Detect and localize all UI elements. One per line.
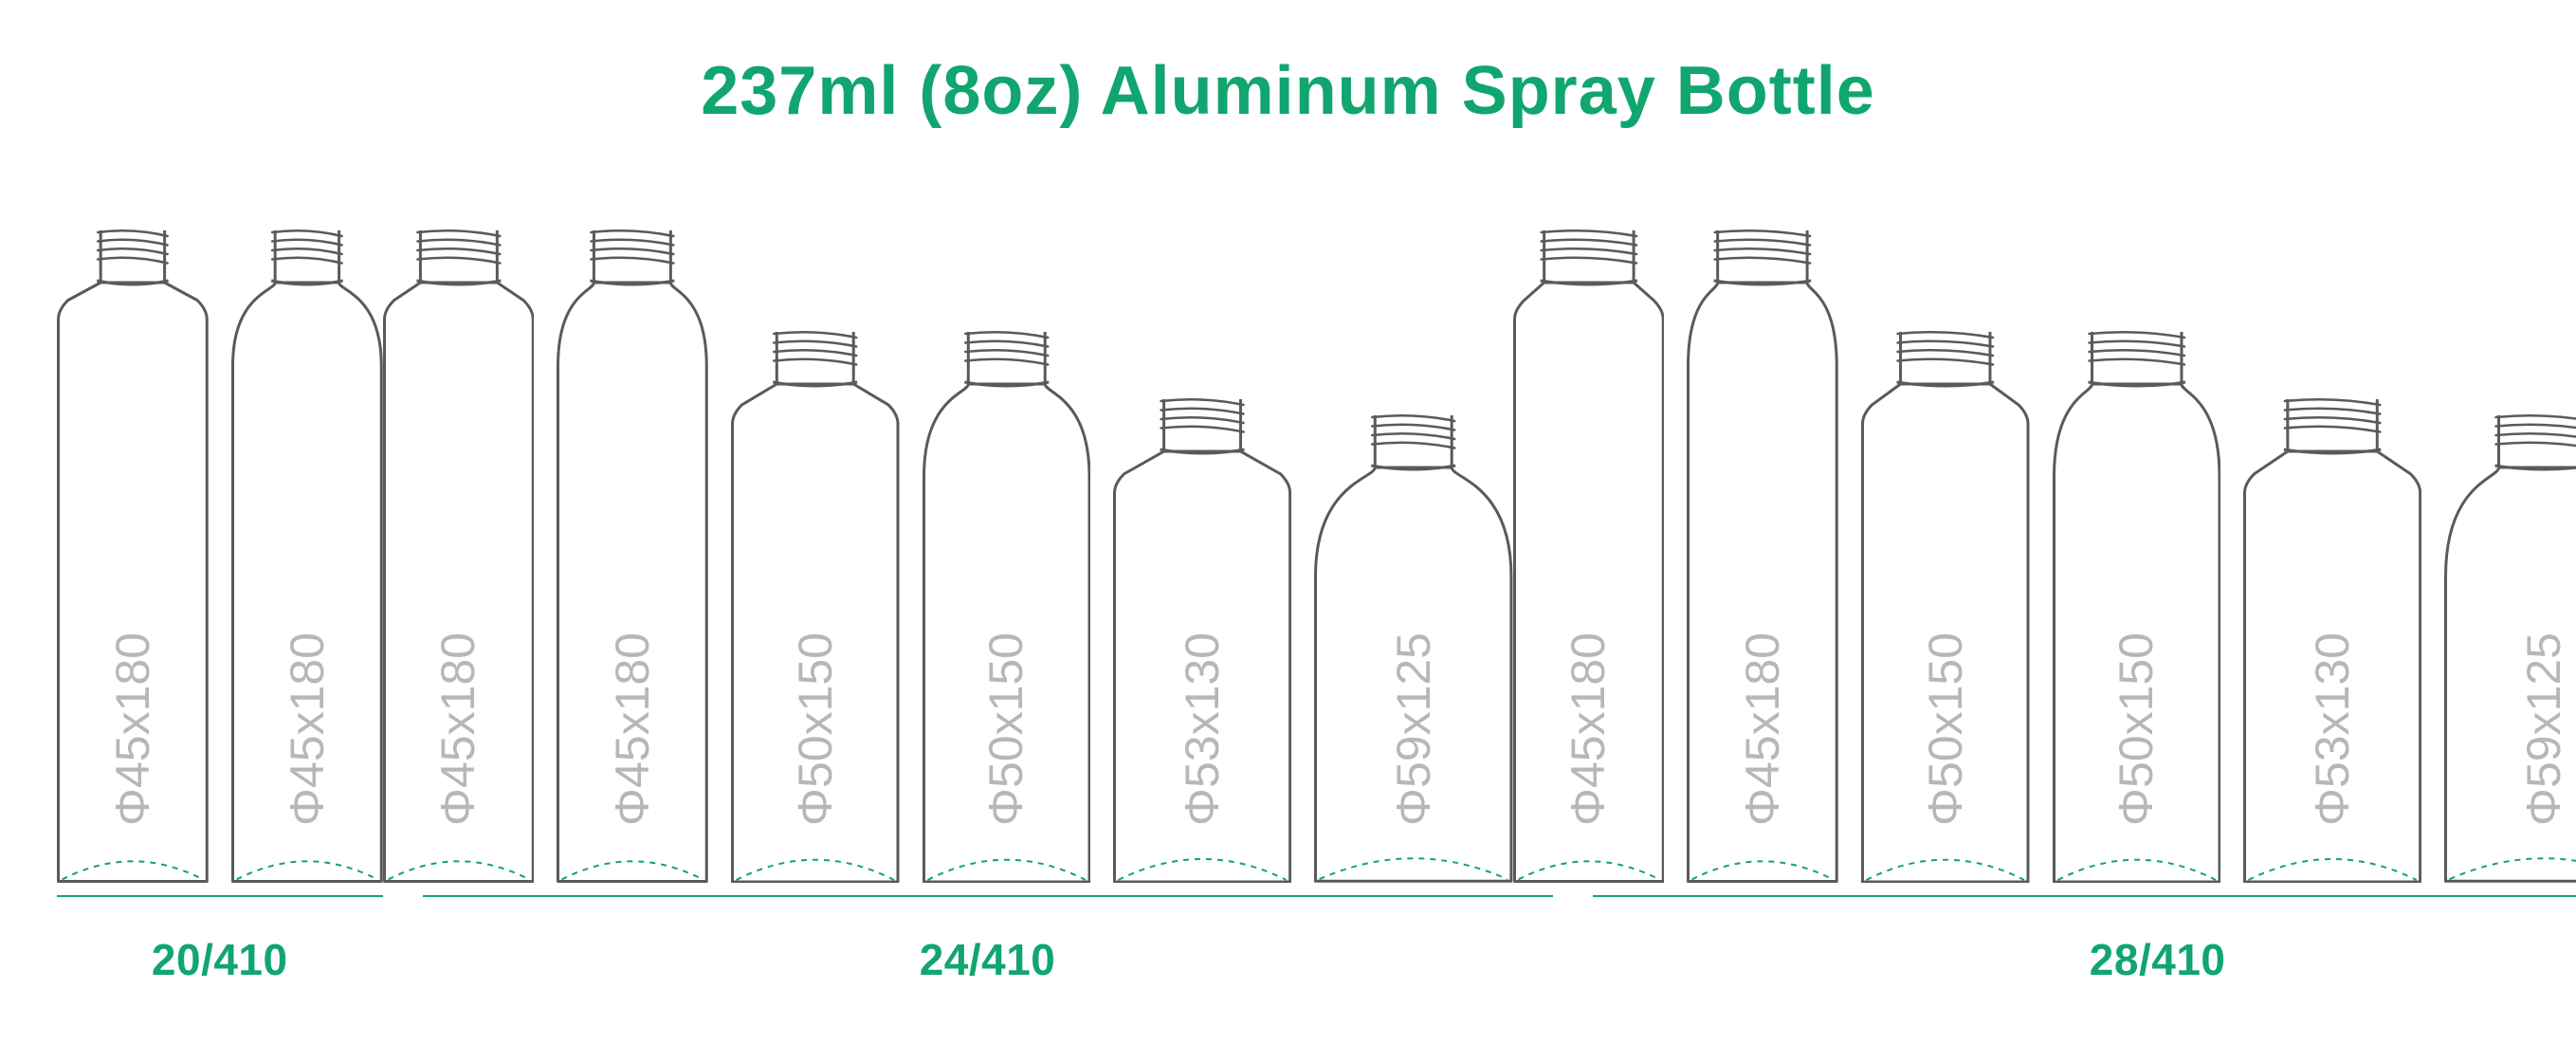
bottle: Φ50x150 bbox=[1861, 326, 2030, 884]
bottle: Φ45x180 bbox=[231, 225, 383, 883]
bottle: Φ45x180 bbox=[383, 225, 535, 883]
bottle: Φ45x180 bbox=[557, 225, 708, 883]
group-underline bbox=[57, 895, 383, 897]
bottle-group: Φ45x180Φ45x180Φ50x150Φ50x150Φ53x130Φ59x1… bbox=[1513, 225, 2576, 883]
bottle: Φ50x150 bbox=[2053, 326, 2221, 884]
bottle: Φ50x150 bbox=[731, 326, 900, 884]
bottle-group: Φ45x180Φ45x180Φ50x150Φ50x150Φ53x130Φ59x1… bbox=[383, 225, 1513, 883]
bottle: Φ59x125 bbox=[1314, 410, 1512, 883]
group-underline bbox=[1593, 895, 2576, 897]
bottle-group: Φ45x180Φ45x180 bbox=[57, 225, 383, 883]
bottle: Φ53x130 bbox=[2243, 394, 2421, 884]
bottle: Φ45x180 bbox=[1513, 225, 1665, 883]
bottle: Φ50x150 bbox=[923, 326, 1091, 884]
bottle: Φ59x125 bbox=[2444, 410, 2576, 883]
neck-size-label: 28/410 bbox=[2090, 934, 2226, 985]
bottle: Φ45x180 bbox=[57, 225, 209, 883]
canvas: 237ml (8oz) Aluminum Spray Bottle Φ45x18… bbox=[0, 0, 2576, 1044]
neck-size-label: 24/410 bbox=[920, 934, 1056, 985]
group-underline bbox=[423, 895, 1553, 897]
bottles-row: Φ45x180Φ45x180Φ45x180Φ45x180Φ50x150Φ50x1… bbox=[57, 225, 2519, 883]
bottle: Φ45x180 bbox=[1687, 225, 1838, 883]
bottle: Φ53x130 bbox=[1113, 394, 1291, 884]
page-title: 237ml (8oz) Aluminum Spray Bottle bbox=[0, 52, 2576, 130]
neck-size-label: 20/410 bbox=[152, 934, 288, 985]
